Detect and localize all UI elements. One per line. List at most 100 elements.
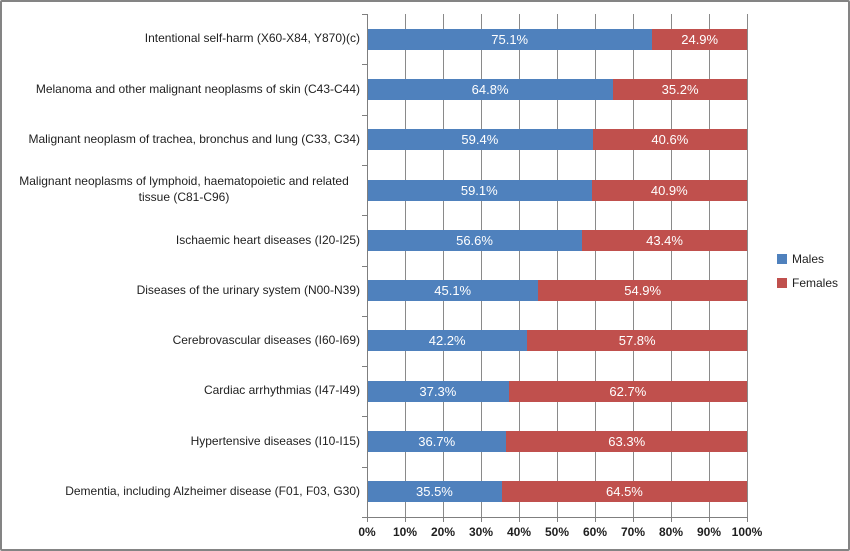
x-axis-tick-label: 50% xyxy=(544,525,570,539)
bar-segment-females: 40.9% xyxy=(591,179,747,201)
bar-segment-males: 59.1% xyxy=(367,179,592,201)
category-label-text: Cerebrovascular diseases (I60-I69) xyxy=(172,333,360,348)
x-axis-tick-label: 100% xyxy=(731,525,763,539)
bar-segment-females: 35.2% xyxy=(613,78,747,100)
x-axis-tick-mark xyxy=(481,517,482,522)
bar-segment-females: 62.7% xyxy=(508,380,747,402)
gridline xyxy=(709,14,710,517)
x-axis-tick-mark xyxy=(633,517,634,522)
x-axis-tick-mark xyxy=(443,517,444,522)
males-legend-swatch-icon xyxy=(777,254,787,264)
y-axis-tick-mark xyxy=(362,164,367,166)
x-axis-tick-label: 40% xyxy=(506,525,532,539)
bar-row: 56.6% 43.4% xyxy=(367,229,747,251)
data-label: 24.9% xyxy=(681,31,719,47)
legend-entry-females: Females xyxy=(777,276,838,290)
data-label: 45.1% xyxy=(434,283,472,299)
x-axis-tick-mark xyxy=(595,517,596,522)
data-label: 64.8% xyxy=(471,81,509,97)
legend: Males Females xyxy=(777,252,838,300)
category-label-text: Intentional self-harm (X60-X84, Y870)(c) xyxy=(144,31,360,46)
data-label: 63.3% xyxy=(608,434,646,450)
x-axis-tick-label: 90% xyxy=(696,525,722,539)
bar-row: 59.4% 40.6% xyxy=(367,129,747,151)
category-label: Malignant neoplasm of trachea, bronchus … xyxy=(8,115,360,165)
category-label-text: Diseases of the urinary system (N00-N39) xyxy=(136,282,360,297)
x-axis-tick-label: 20% xyxy=(430,525,456,539)
data-label: 75.1% xyxy=(491,31,529,47)
y-axis-tick-mark xyxy=(362,366,367,368)
bar-segment-males: 75.1% xyxy=(367,28,653,50)
bar-segment-females: 24.9% xyxy=(652,28,747,50)
females-legend-swatch-icon xyxy=(777,278,787,288)
data-label: 59.4% xyxy=(461,132,499,148)
bar-segment-females: 54.9% xyxy=(538,280,747,302)
bar-segment-males: 56.6% xyxy=(367,229,583,251)
category-label: Dementia, including Alzheimer disease (F… xyxy=(8,467,360,517)
category-label-text: Malignant neoplasm of trachea, bronchus … xyxy=(28,131,360,146)
bar-row: 45.1% 54.9% xyxy=(367,280,747,302)
x-axis-tick-label: 0% xyxy=(358,525,376,539)
category-label-text: Malignant neoplasms of lymphoid, haemato… xyxy=(19,174,349,205)
y-axis-tick-mark xyxy=(362,517,367,518)
gridline xyxy=(443,14,444,517)
x-axis-tick-label: 10% xyxy=(392,525,418,539)
category-label-text: Melanoma and other malignant neoplasms o… xyxy=(35,81,360,96)
y-axis-tick-mark xyxy=(362,265,367,267)
category-label: Intentional self-harm (X60-X84, Y870)(c) xyxy=(8,14,360,64)
bar-segment-males: 37.3% xyxy=(367,380,509,402)
x-axis-tick-mark xyxy=(671,517,672,522)
data-label: 62.7% xyxy=(609,383,647,399)
bar-segment-females: 64.5% xyxy=(501,481,747,503)
x-axis-tick-label: 80% xyxy=(658,525,684,539)
bar-segment-females: 63.3% xyxy=(506,431,747,453)
data-label: 37.3% xyxy=(419,383,457,399)
y-axis-tick-mark xyxy=(362,215,367,217)
x-axis-tick-label: 70% xyxy=(620,525,646,539)
data-label: 59.1% xyxy=(460,182,498,198)
bar-segment-males: 59.4% xyxy=(367,129,593,151)
bar-segment-females: 43.4% xyxy=(582,229,747,251)
bar-segment-males: 35.5% xyxy=(367,481,502,503)
x-axis-tick-mark xyxy=(367,517,368,522)
data-label: 42.2% xyxy=(428,333,466,349)
y-axis-tick-mark xyxy=(362,114,367,116)
y-axis-tick-mark xyxy=(362,466,367,468)
bar-segment-males: 42.2% xyxy=(367,330,528,352)
gridline xyxy=(481,14,482,517)
bar-row: 37.3% 62.7% xyxy=(367,380,747,402)
y-axis-tick-mark xyxy=(362,14,367,15)
y-axis-line xyxy=(367,14,368,518)
category-label-text: Cardiac arrhythmias (I47-I49) xyxy=(203,383,360,398)
legend-label-males: Males xyxy=(792,252,825,266)
category-label: Hypertensive diseases (I10-I15) xyxy=(8,416,360,466)
category-label-text: Ischaemic heart diseases (I20-I25) xyxy=(175,232,360,247)
category-label: Melanoma and other malignant neoplasms o… xyxy=(8,64,360,114)
data-label: 35.5% xyxy=(416,484,453,500)
category-label: Cerebrovascular diseases (I60-I69) xyxy=(8,316,360,366)
bar-row: 35.5% 64.5% xyxy=(367,481,747,503)
gridline xyxy=(671,14,672,517)
x-axis-tick-mark xyxy=(747,517,748,522)
x-axis-tick-mark xyxy=(709,517,710,522)
data-label: 43.4% xyxy=(646,232,683,248)
category-label: Malignant neoplasms of lymphoid, haemato… xyxy=(8,165,360,215)
bar-row: 75.1% 24.9% xyxy=(367,28,747,50)
bar-segment-males: 36.7% xyxy=(367,431,507,453)
data-label: 36.7% xyxy=(418,434,456,450)
gridline xyxy=(519,14,520,517)
x-axis-tick-mark xyxy=(557,517,558,522)
y-axis-tick-mark xyxy=(362,64,367,66)
gridline xyxy=(557,14,558,517)
bar-segment-females: 57.8% xyxy=(527,330,747,352)
gridline xyxy=(633,14,634,517)
category-label-text: Hypertensive diseases (I10-I15) xyxy=(190,433,360,448)
x-axis-tick-mark xyxy=(519,517,520,522)
bar-row: 42.2% 57.8% xyxy=(367,330,747,352)
data-label: 64.5% xyxy=(606,484,643,500)
gridline xyxy=(595,14,596,517)
data-label: 54.9% xyxy=(624,283,662,299)
data-label: 57.8% xyxy=(618,333,656,349)
bar-segment-males: 64.8% xyxy=(367,78,614,100)
